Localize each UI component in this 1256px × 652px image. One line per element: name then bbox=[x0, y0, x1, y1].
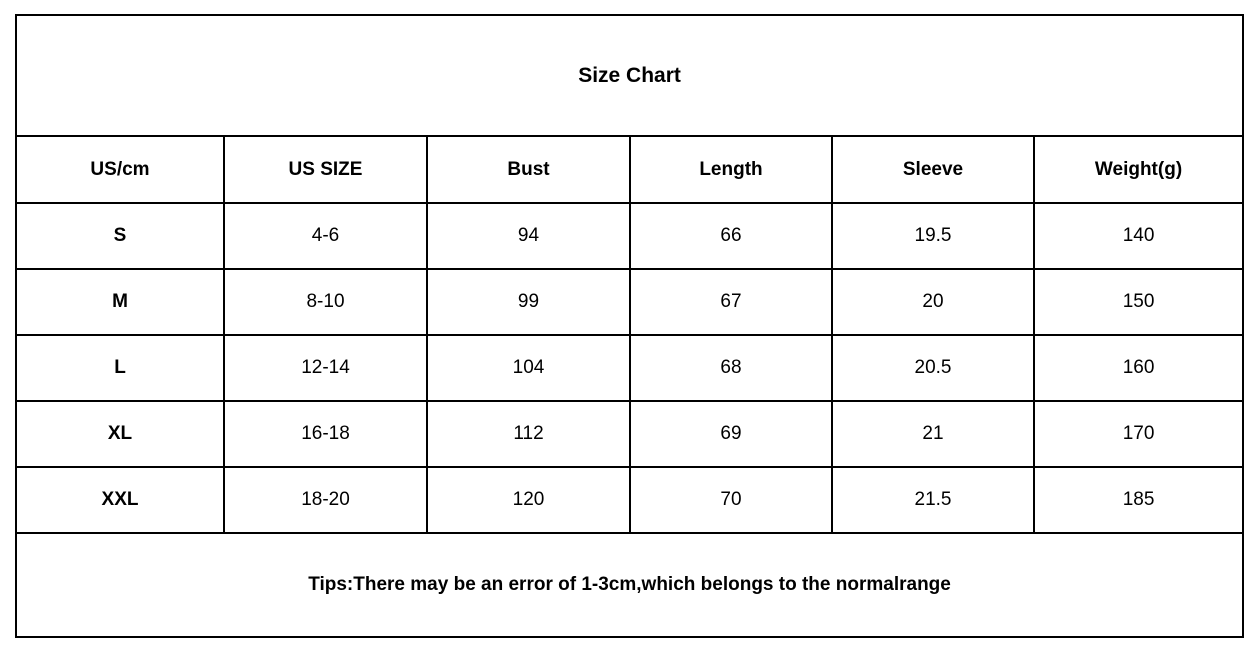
table-header-row: US/cm US SIZE Bust Length Sleeve Weight(… bbox=[15, 135, 1245, 204]
row-size-label: M bbox=[15, 268, 225, 336]
table-cell: 120 bbox=[426, 466, 631, 534]
table-row: XXL 18-20 120 70 21.5 185 bbox=[15, 466, 1245, 534]
column-header-sleeve: Sleeve bbox=[831, 135, 1035, 204]
table-cell: 150 bbox=[1032, 268, 1245, 336]
table-cell: 12-14 bbox=[223, 334, 428, 402]
table-cell: 185 bbox=[1032, 466, 1245, 534]
table-cell: 160 bbox=[1032, 334, 1245, 402]
table-row: XL 16-18 112 69 21 170 bbox=[15, 400, 1245, 468]
row-size-label: XXL bbox=[15, 466, 225, 534]
table-cell: 19.5 bbox=[831, 202, 1035, 270]
table-cell: 170 bbox=[1032, 400, 1245, 468]
table-row: L 12-14 104 68 20.5 160 bbox=[15, 334, 1245, 402]
tips-row: Tips:There may be an error of 1-3cm,whic… bbox=[14, 532, 1245, 638]
table-cell: 18-20 bbox=[223, 466, 428, 534]
column-header-us-size: US SIZE bbox=[223, 135, 428, 204]
table-cell: 70 bbox=[629, 466, 833, 534]
table-cell: 20 bbox=[831, 268, 1035, 336]
table-row: S 4-6 94 66 19.5 140 bbox=[15, 202, 1245, 270]
column-header-weight: Weight(g) bbox=[1032, 135, 1245, 204]
table-cell: 20.5 bbox=[831, 334, 1035, 402]
table-cell: 8-10 bbox=[223, 268, 428, 336]
table-cell: 21.5 bbox=[831, 466, 1035, 534]
column-header-us-cm: US/cm bbox=[15, 135, 225, 204]
table-cell: 4-6 bbox=[223, 202, 428, 270]
table-cell: 68 bbox=[629, 334, 833, 402]
row-size-label: L bbox=[15, 334, 225, 402]
title-row: Size Chart bbox=[14, 14, 1245, 137]
tips-text: Tips:There may be an error of 1-3cm,whic… bbox=[14, 532, 1245, 638]
row-size-label: S bbox=[15, 202, 225, 270]
table-cell: 94 bbox=[426, 202, 631, 270]
table-cell: 66 bbox=[629, 202, 833, 270]
page-title: Size Chart bbox=[14, 14, 1245, 137]
table-cell: 104 bbox=[426, 334, 631, 402]
table-cell: 69 bbox=[629, 400, 833, 468]
size-chart-table: Size Chart US/cm US SIZE Bust Length Sle… bbox=[14, 14, 1245, 638]
table-cell: 140 bbox=[1032, 202, 1245, 270]
table-row: M 8-10 99 67 20 150 bbox=[15, 268, 1245, 336]
table-cell: 112 bbox=[426, 400, 631, 468]
table-cell: 21 bbox=[831, 400, 1035, 468]
table-cell: 99 bbox=[426, 268, 631, 336]
column-header-bust: Bust bbox=[426, 135, 631, 204]
row-size-label: XL bbox=[15, 400, 225, 468]
column-header-length: Length bbox=[629, 135, 833, 204]
table-cell: 16-18 bbox=[223, 400, 428, 468]
table-cell: 67 bbox=[629, 268, 833, 336]
